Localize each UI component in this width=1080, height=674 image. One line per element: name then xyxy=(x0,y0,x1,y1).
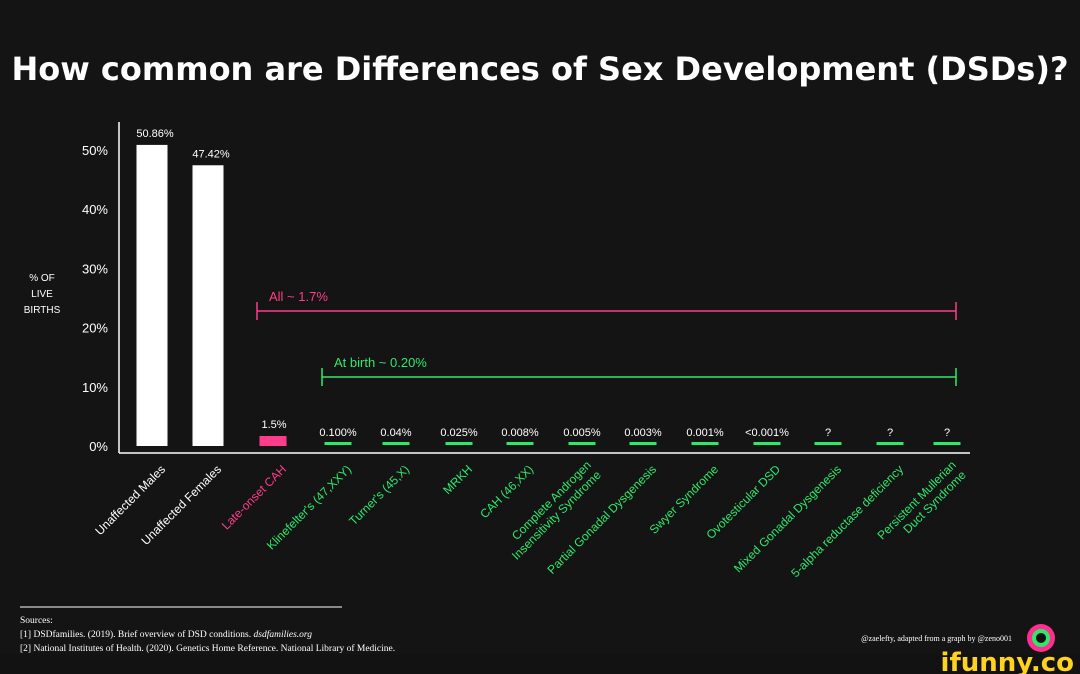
y-axis-label-line: % OF xyxy=(29,273,55,284)
bar-marker xyxy=(933,442,961,445)
bar-marker xyxy=(753,442,781,445)
bar xyxy=(192,165,224,446)
bar-value-label: 0.100% xyxy=(319,427,357,439)
source-item: [1] DSDfamilies. (2019). Brief overview … xyxy=(20,629,312,640)
y-tick-label: 50% xyxy=(82,143,108,158)
bar-value-label: 0.005% xyxy=(563,427,601,439)
y-tick-label: 10% xyxy=(82,380,108,395)
bar-value-label: 47.42% xyxy=(192,148,230,160)
bar-value-label: ? xyxy=(944,427,950,439)
y-tick-label: 40% xyxy=(82,202,108,217)
y-tick-label: 30% xyxy=(82,261,108,276)
credit-text: @zaelefty, adapted from a graph by @zeno… xyxy=(861,634,1012,643)
bar-marker xyxy=(629,442,657,445)
bar-value-label: 50.86% xyxy=(136,128,174,140)
bar-marker xyxy=(506,442,534,445)
bars xyxy=(136,144,961,446)
bar-value-label: ? xyxy=(825,427,831,439)
logo-center xyxy=(1036,633,1046,643)
bar-marker xyxy=(568,442,596,445)
watermark-bar xyxy=(0,654,1080,674)
annotations: All ~ 1.7% At birth ~ 0.20% xyxy=(256,289,957,386)
y-axis-label: % OF LIVE BIRTHS xyxy=(24,273,61,316)
bar-value-label: 0.04% xyxy=(380,427,411,439)
bar-marker xyxy=(691,442,719,445)
sources-heading: Sources: xyxy=(20,616,53,626)
bar-marker xyxy=(324,442,352,445)
annotation-label: All ~ 1.7% xyxy=(269,289,328,304)
watermark-logo-icon xyxy=(1027,624,1055,652)
data-labels: 50.86% 47.42% 1.5% 0.100% 0.04% 0.025% 0.008% 0… xyxy=(136,128,950,439)
bar-value-label: <0.001% xyxy=(745,427,789,439)
y-axis-label-line: LIVE xyxy=(31,289,53,300)
bar-value-label: 0.003% xyxy=(624,427,662,439)
bar-value-label: 0.025% xyxy=(440,427,478,439)
y-ticks: 0% 10% 20% 30% 40% 50% xyxy=(82,143,108,454)
bar-value-label: 1.5% xyxy=(261,419,286,431)
bar-marker xyxy=(382,442,410,445)
bar-value-label: ? xyxy=(887,427,893,439)
bar-marker xyxy=(445,442,473,445)
bar-value-label: 0.008% xyxy=(501,427,539,439)
bar-value-label: 0.001% xyxy=(686,427,724,439)
bar-marker xyxy=(876,442,904,445)
annotation-label: At birth ~ 0.20% xyxy=(334,355,427,370)
bar xyxy=(136,144,168,446)
y-tick-label: 20% xyxy=(82,321,108,336)
source-item: [2] National Institutes of Health. (2020… xyxy=(20,643,395,654)
bar-marker xyxy=(814,442,842,445)
bar xyxy=(259,436,287,446)
y-tick-label: 0% xyxy=(89,439,108,454)
watermark-text: ifunny.co xyxy=(941,648,1074,674)
y-axis-label-line: BIRTHS xyxy=(24,305,61,316)
chart-title: How common are Differences of Sex Develo… xyxy=(11,50,1068,88)
